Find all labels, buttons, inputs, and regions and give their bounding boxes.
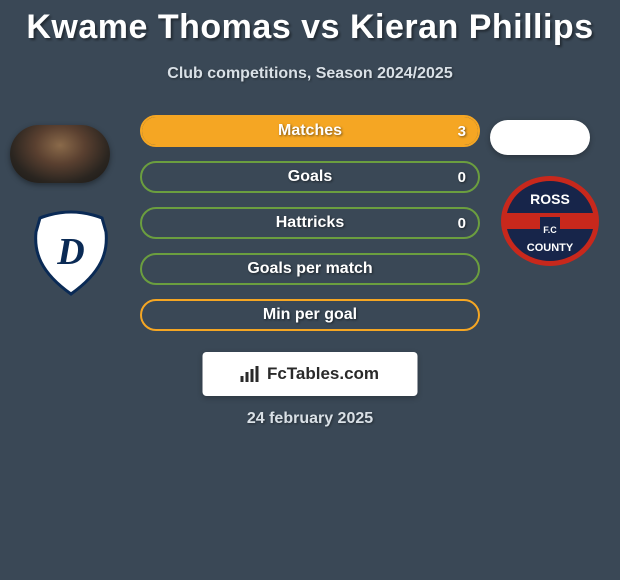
stat-row: Hattricks0 (0, 207, 620, 239)
stats-chart: Matches3Goals0Hattricks0Goals per matchM… (0, 115, 620, 345)
stat-label: Hattricks (142, 214, 478, 232)
date-label: 24 february 2025 (0, 410, 620, 428)
page-title: Kwame Thomas vs Kieran Phillips (0, 0, 620, 47)
branding-badge: FcTables.com (203, 352, 418, 396)
branding-text: FcTables.com (267, 364, 379, 384)
stat-label: Matches (142, 122, 478, 140)
subtitle: Club competitions, Season 2024/2025 (0, 65, 620, 83)
stat-row: Matches3 (0, 115, 620, 147)
stat-right-value: 0 (458, 215, 466, 232)
stat-bar: Goals per match (140, 253, 480, 285)
stat-right-value: 0 (458, 169, 466, 186)
bar-chart-icon (241, 366, 261, 382)
stat-right-value: 3 (458, 123, 466, 140)
stat-bar: Matches3 (140, 115, 480, 147)
stat-row: Goals0 (0, 161, 620, 193)
stat-row: Goals per match (0, 253, 620, 285)
stat-bar: Hattricks0 (140, 207, 480, 239)
stat-label: Min per goal (142, 306, 478, 324)
stat-label: Goals (142, 168, 478, 186)
stat-label: Goals per match (142, 260, 478, 278)
stat-row: Min per goal (0, 299, 620, 331)
stat-bar: Goals0 (140, 161, 480, 193)
stat-bar: Min per goal (140, 299, 480, 331)
